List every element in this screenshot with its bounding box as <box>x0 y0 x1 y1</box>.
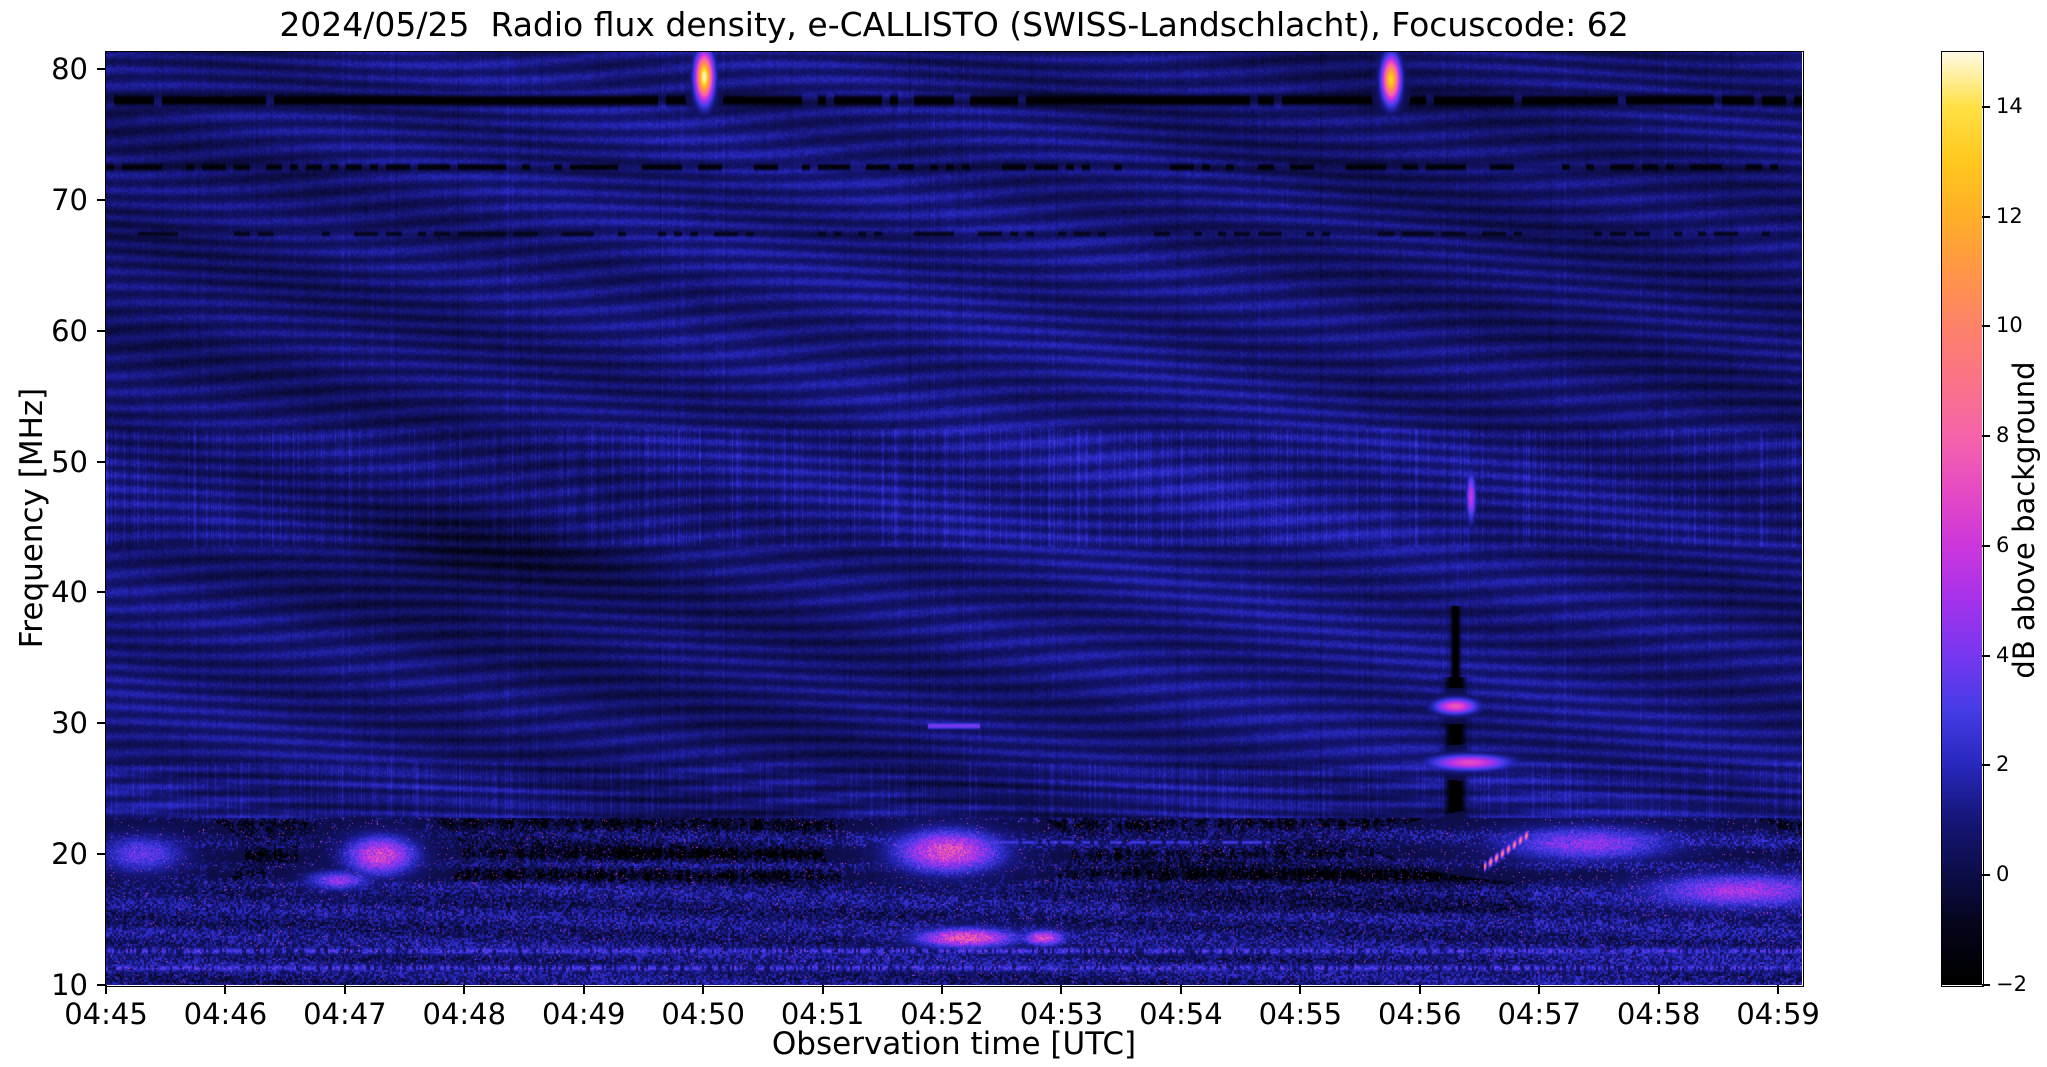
colorbar-tick-mark <box>1982 544 1990 547</box>
colorbar-tick-mark <box>1982 215 1990 218</box>
colorbar-tick-mark <box>1982 764 1990 767</box>
colorbar-tick-label: 12 <box>1996 203 2023 228</box>
x-tick-mark <box>1418 985 1421 994</box>
colorbar-tick-label: 2 <box>1996 752 2010 777</box>
colorbar <box>1942 52 1982 985</box>
y-tick-mark <box>97 591 106 594</box>
colorbar-tick-mark <box>1982 984 1990 986</box>
x-tick-mark <box>1179 985 1182 994</box>
spectrogram-heatmap <box>106 52 1802 985</box>
x-tick-mark <box>224 985 227 994</box>
x-axis-label: Observation time [UTC] <box>771 1026 1137 1062</box>
y-tick-label: 10 <box>51 968 88 1002</box>
x-tick-mark <box>1060 985 1063 994</box>
y-tick-mark <box>97 853 106 856</box>
colorbar-tick-mark <box>1982 654 1990 657</box>
x-tick-mark <box>463 985 466 994</box>
y-tick-mark <box>97 198 106 201</box>
colorbar-tick-mark <box>1982 105 1990 108</box>
y-tick-mark <box>97 984 106 986</box>
y-tick-mark <box>97 722 106 725</box>
y-tick-mark <box>97 329 106 332</box>
x-tick-mark <box>821 985 824 994</box>
colorbar-tick-mark <box>1982 325 1990 328</box>
x-tick-mark <box>105 985 107 994</box>
x-tick-mark <box>702 985 705 994</box>
x-tick-mark <box>1657 985 1660 994</box>
x-tick-mark <box>1777 985 1780 994</box>
colorbar-label: dB above background <box>2007 361 2041 679</box>
colorbar-tick-label: −2 <box>1996 972 2027 996</box>
x-tick-mark <box>343 985 346 994</box>
x-tick-mark <box>1538 985 1541 994</box>
y-tick-label: 80 <box>51 52 88 86</box>
y-tick-mark <box>97 460 106 463</box>
y-tick-label: 70 <box>51 182 88 217</box>
colorbar-tick-mark <box>1982 874 1990 877</box>
chart-title: 2024/05/25 Radio flux density, e-CALLIST… <box>279 5 1629 44</box>
y-tick-mark <box>97 68 106 70</box>
colorbar-tick-label: 14 <box>1996 93 2023 118</box>
colorbar-tick-mark <box>1982 435 1990 438</box>
y-axis-label: Frequency [MHz] <box>14 387 50 649</box>
y-tick-label: 20 <box>51 837 88 872</box>
x-tick-mark <box>1299 985 1302 994</box>
x-tick-mark <box>582 985 585 994</box>
x-tick-mark <box>941 985 944 994</box>
colorbar-tick-label: 0 <box>1996 862 2010 887</box>
